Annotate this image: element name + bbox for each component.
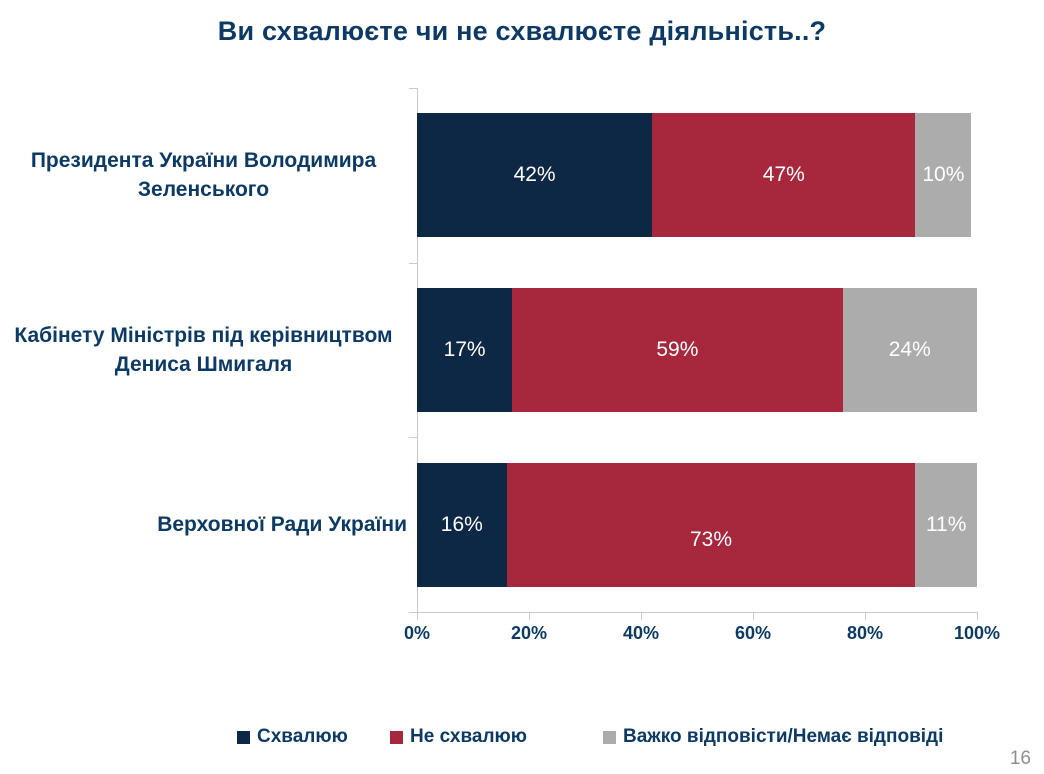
category-label-slot: Верховної Ради України xyxy=(0,437,407,612)
x-tick-label: 20% xyxy=(510,623,548,643)
category-label: Верховної Ради України xyxy=(157,512,407,536)
legend-item: Важко відповісти/Немає відповіді xyxy=(603,725,943,749)
bar-value-label: 16% xyxy=(440,512,483,536)
category-tick xyxy=(409,437,417,439)
bar-segment-no-answer: 11% xyxy=(915,462,977,587)
category-label: Президента України Володимира Зеленськог… xyxy=(30,148,377,202)
x-tick xyxy=(641,613,642,620)
x-tick-label: 100% xyxy=(953,623,1001,643)
legend-label: Схвалюю xyxy=(257,726,348,747)
legend-item: Не схвалюю xyxy=(390,725,527,749)
legend-swatch xyxy=(237,730,250,744)
legend-label: Не схвалюю xyxy=(410,726,527,747)
category-labels: Президента України Володимира Зеленськог… xyxy=(0,88,417,612)
bar-value-label: 10% xyxy=(922,163,965,187)
category-tick xyxy=(409,262,417,264)
legend-swatch xyxy=(390,730,403,744)
bar-segment-disapprove: 59% xyxy=(512,288,843,412)
x-tick-label: 0% xyxy=(403,623,430,643)
x-tick xyxy=(529,613,530,620)
bar-row: 17% 59% 24% xyxy=(417,288,977,412)
x-tick-label: 40% xyxy=(622,623,660,643)
bar-segment-disapprove: 47% xyxy=(652,113,916,238)
x-tick-label: 80% xyxy=(846,623,884,643)
x-tick xyxy=(417,613,418,620)
bar-value-label: 42% xyxy=(513,163,556,187)
bar-value-label: 59% xyxy=(656,338,699,361)
chart-title: Ви схвалюєте чи не схвалюєте діяльність.… xyxy=(217,16,827,46)
bar-segment-no-answer: 10% xyxy=(915,113,972,238)
bar-value-label: 24% xyxy=(888,338,931,361)
category-label: Кабінету Міністрів під керівництвом Дени… xyxy=(14,323,393,376)
bar-value-label: 47% xyxy=(762,163,805,187)
legend-label: Важко відповісти/Немає відповіді xyxy=(623,726,944,747)
x-tick-label: 60% xyxy=(734,623,772,643)
legend-item: Схвалюю xyxy=(237,725,348,749)
bar-value-label: 73% xyxy=(689,527,732,551)
bar-segment-approve: 17% xyxy=(417,288,513,412)
plot-area: 42% 47% 10% 17% 59% 24% 16% 73% 11% xyxy=(417,88,977,612)
bar-row: 42% 47% 10% xyxy=(417,113,972,238)
x-tick xyxy=(865,613,866,620)
category-tick xyxy=(409,88,417,89)
page-number: 16 xyxy=(1009,748,1031,769)
value-axis-line xyxy=(409,612,978,613)
bar-segment-approve: 16% xyxy=(417,462,507,587)
category-tick xyxy=(409,612,417,613)
x-tick xyxy=(977,613,978,620)
category-label-slot: Президента України Володимира Зеленськог… xyxy=(0,88,407,263)
bar-segment-no-answer: 24% xyxy=(842,288,977,412)
category-label-slot: Кабінету Міністрів під керівництвом Дени… xyxy=(0,263,407,438)
bar-segment-approve: 42% xyxy=(417,113,653,238)
legend-swatch xyxy=(603,730,616,744)
x-tick xyxy=(753,613,754,620)
bar-segment-disapprove: 73% xyxy=(506,462,916,587)
bar-value-label: 17% xyxy=(443,338,486,361)
bar-value-label: 11% xyxy=(925,512,967,536)
bar-row: 16% 73% 11% xyxy=(417,462,977,587)
